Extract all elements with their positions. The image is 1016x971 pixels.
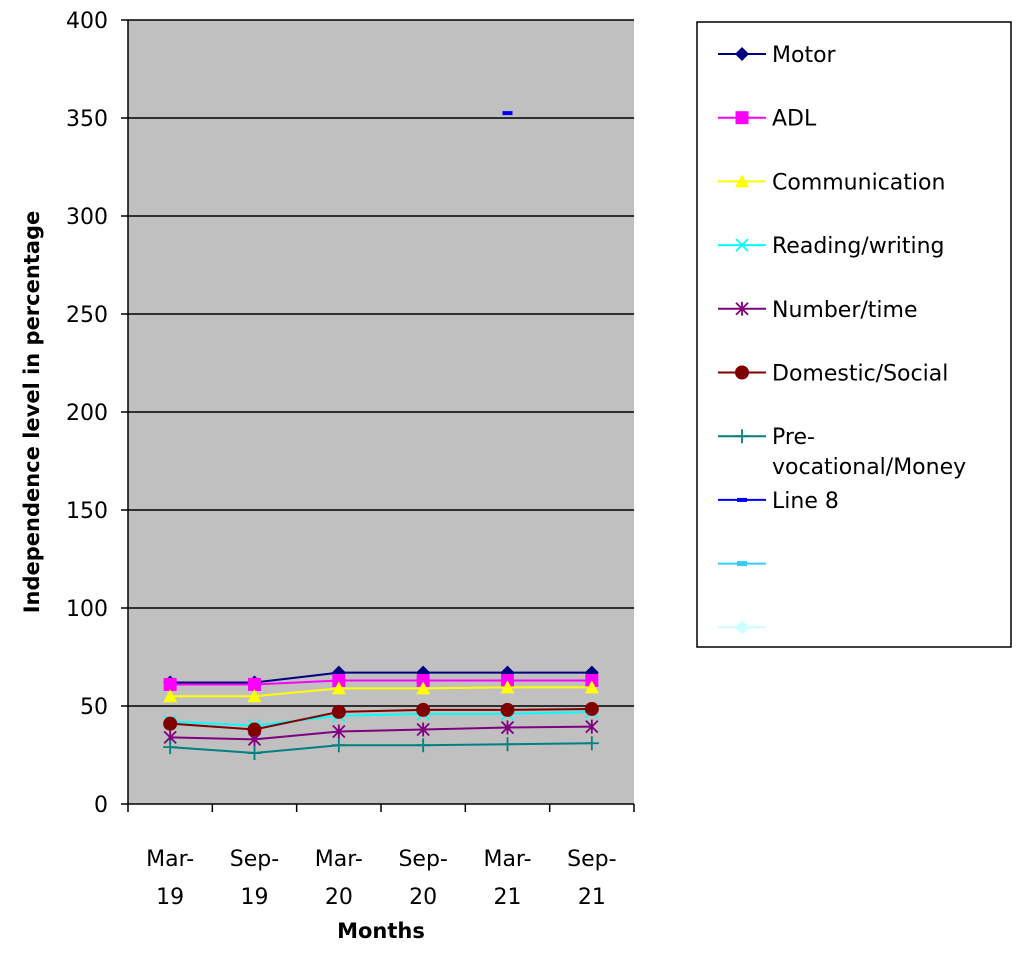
x-tick-label: Mar- bbox=[315, 847, 363, 872]
legend-marker bbox=[735, 620, 749, 635]
y-tick-label: 400 bbox=[66, 9, 108, 34]
x-tick-label: 19 bbox=[241, 885, 269, 910]
data-point bbox=[416, 674, 430, 688]
data-point bbox=[500, 737, 515, 752]
y-tick-label: 200 bbox=[66, 401, 108, 426]
data-point bbox=[416, 702, 431, 717]
data-point bbox=[585, 719, 599, 734]
series-communication bbox=[163, 680, 599, 703]
legend-label: Number/time bbox=[772, 298, 918, 323]
series-line bbox=[170, 710, 592, 727]
legend-item bbox=[718, 561, 766, 567]
legend-label: vocational/Money bbox=[772, 455, 966, 480]
legend-item: Pre-vocational/Money bbox=[718, 425, 966, 480]
legend-label: Pre- bbox=[772, 425, 815, 450]
series-pre-vocational-money bbox=[163, 736, 599, 761]
x-tick-label: Sep- bbox=[567, 847, 616, 872]
series-line bbox=[170, 707, 592, 731]
y-tick-label: 150 bbox=[66, 499, 108, 524]
data-point bbox=[331, 681, 346, 695]
series-line bbox=[170, 686, 592, 698]
axes: 0 50 100 150 200 250 300 350 400 Mar- 19 Sep- 19 Mar-… bbox=[66, 9, 635, 910]
legend-item: Motor bbox=[718, 43, 837, 68]
gridlines bbox=[128, 19, 634, 707]
legend-item: ADL bbox=[718, 107, 817, 132]
data-point bbox=[500, 680, 515, 694]
x-tick-label: 20 bbox=[409, 885, 437, 910]
data-point bbox=[500, 702, 515, 717]
legend-marker bbox=[735, 301, 749, 316]
y-tick-label: 0 bbox=[94, 793, 108, 818]
x-tick-label: Sep- bbox=[398, 847, 447, 872]
legend-marker bbox=[735, 365, 749, 380]
x-tick-label: 19 bbox=[156, 885, 184, 910]
legend-box bbox=[696, 21, 1012, 648]
legend-label: Communication bbox=[772, 170, 945, 195]
data-point bbox=[248, 677, 261, 691]
data-point bbox=[247, 689, 262, 703]
data-point bbox=[163, 716, 178, 731]
series-number-time bbox=[163, 719, 599, 747]
data-point bbox=[163, 677, 177, 691]
legend: Motor ADL Communication Reading/writing Numb… bbox=[696, 21, 1012, 648]
series-line bbox=[170, 679, 592, 686]
legend-entries: Motor ADL Communication Reading/writing Numb… bbox=[718, 43, 966, 635]
legend-marker bbox=[737, 561, 747, 567]
x-axis-title: Months bbox=[337, 919, 425, 943]
legend-item: Communication bbox=[718, 170, 945, 195]
legend-item: Line 8 bbox=[718, 489, 839, 514]
data-point bbox=[416, 681, 431, 695]
y-tick-label: 350 bbox=[66, 107, 108, 132]
series-layer bbox=[163, 111, 599, 761]
data-point bbox=[584, 680, 599, 694]
series-line bbox=[170, 725, 592, 741]
data-point bbox=[163, 740, 178, 755]
legend-item: Reading/writing bbox=[718, 234, 945, 259]
legend-item: Domestic/Social bbox=[718, 362, 948, 387]
legend-label: Reading/writing bbox=[772, 234, 945, 259]
series-adl bbox=[163, 674, 599, 691]
legend-label: ADL bbox=[772, 107, 817, 132]
y-tick-label: 100 bbox=[66, 597, 108, 622]
y-axis-title: Independence level in percentage bbox=[20, 211, 44, 614]
data-point bbox=[500, 720, 515, 735]
series-domestic-social bbox=[163, 701, 599, 737]
legend-marker bbox=[735, 174, 749, 188]
data-point bbox=[247, 722, 262, 737]
x-tick-label: Mar- bbox=[483, 847, 531, 872]
series-line bbox=[170, 742, 592, 755]
legend-item bbox=[718, 620, 766, 635]
data-point bbox=[332, 674, 346, 688]
legend-item: Number/time bbox=[718, 298, 918, 323]
x-tick-label: Mar- bbox=[146, 847, 194, 872]
data-point bbox=[416, 738, 431, 753]
data-point bbox=[416, 722, 430, 737]
y-tick-label: 250 bbox=[66, 303, 108, 328]
legend-marker bbox=[737, 497, 747, 502]
data-point bbox=[502, 111, 513, 116]
data-point bbox=[584, 736, 599, 751]
data-point bbox=[331, 738, 346, 753]
legend-marker bbox=[735, 111, 749, 125]
data-point bbox=[247, 746, 262, 761]
x-tick-label: 20 bbox=[325, 885, 353, 910]
x-tick-label: 21 bbox=[578, 885, 606, 910]
legend-label: Motor bbox=[772, 43, 837, 68]
data-point bbox=[584, 701, 599, 716]
legend-marker bbox=[735, 238, 749, 252]
y-tick-label: 50 bbox=[80, 695, 108, 720]
series-line-8 bbox=[502, 111, 513, 116]
series-line bbox=[170, 671, 592, 684]
legend-label: Line 8 bbox=[772, 489, 839, 514]
legend-marker bbox=[735, 47, 749, 61]
y-tick-label: 300 bbox=[66, 205, 108, 230]
legend-marker bbox=[735, 429, 749, 444]
data-point bbox=[332, 724, 346, 739]
x-tick-label: Sep- bbox=[230, 847, 279, 872]
data-point bbox=[331, 704, 346, 719]
legend-label: Domestic/Social bbox=[772, 362, 948, 387]
x-tick-label: 21 bbox=[494, 885, 522, 910]
data-point bbox=[163, 689, 178, 703]
